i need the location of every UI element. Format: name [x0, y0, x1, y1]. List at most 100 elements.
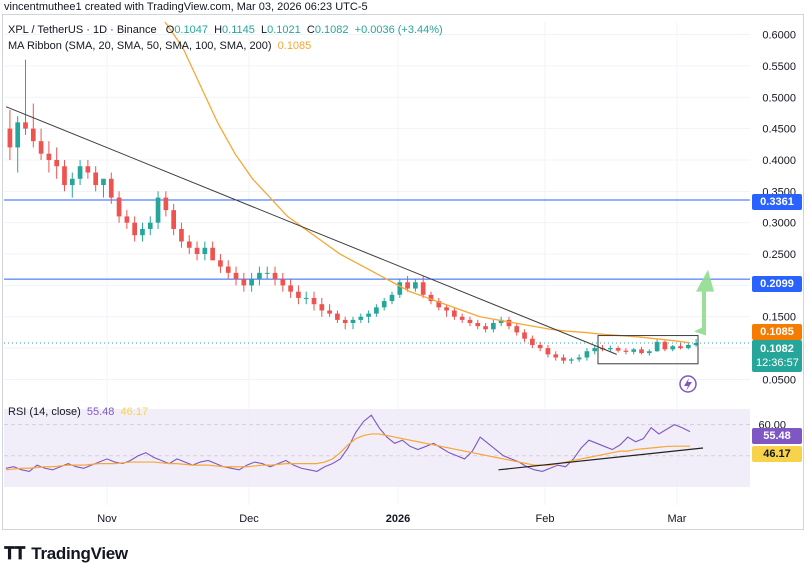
candle-body — [85, 166, 91, 173]
price-tick-label: 0.4000 — [762, 155, 796, 167]
change-value: +0.0036 (+3.44%) — [354, 24, 443, 36]
annotations — [5, 106, 714, 471]
candle-body — [537, 344, 543, 349]
candle-body — [459, 316, 465, 320]
time-tick-label: Dec — [239, 513, 259, 525]
brand-name: TradingView — [31, 544, 128, 563]
candle-body — [654, 341, 660, 352]
countdown-value: 12:36:57 — [756, 357, 799, 369]
candle-body — [623, 350, 629, 352]
time-tick-label: Nov — [97, 513, 117, 525]
candle-body — [280, 279, 286, 286]
candle-body — [186, 241, 192, 248]
candle-body — [303, 297, 309, 299]
candle-body — [436, 301, 442, 308]
price-trendline — [5, 106, 617, 355]
candle-body — [249, 279, 254, 286]
price-tick-label: 0.2500 — [762, 249, 796, 261]
ma-name[interactable]: MA Ribbon (SMA, 20, SMA, 50, SMA, 100, S… — [8, 40, 272, 52]
candle-body — [475, 323, 481, 327]
high-label: H — [214, 24, 223, 36]
candle-body — [147, 222, 153, 229]
chart-credit: vincentmuthee1 created with TradingView.… — [4, 1, 368, 13]
ma-ribbon-line — [164, 21, 691, 344]
level-high-tag: 0.3361 — [752, 194, 802, 210]
candle-body — [444, 307, 449, 311]
candle-body — [467, 319, 473, 324]
candle-body — [405, 282, 410, 289]
candle-body — [420, 282, 426, 295]
price-tick-label: 0.5000 — [762, 92, 796, 104]
low-label: L — [261, 24, 268, 36]
candle-body — [38, 141, 44, 154]
price-tick-label: 0.5500 — [762, 61, 796, 73]
time-tick-label: Feb — [536, 513, 555, 525]
candle-body — [545, 348, 551, 355]
time-tick-label: Mar — [668, 513, 687, 525]
candle-body — [631, 349, 637, 352]
candle-body — [646, 351, 652, 354]
rsi-ma-tag: 46.17 — [752, 446, 802, 462]
candle-body — [374, 307, 379, 314]
candle-body — [483, 326, 488, 330]
close-value: 0.1082 — [314, 24, 349, 36]
open-label: O — [165, 24, 175, 36]
candle-body — [561, 357, 566, 361]
price-tick-label: 0.4500 — [762, 124, 796, 136]
rsi-ma-value: 46.17 — [120, 406, 149, 418]
candle-body — [23, 122, 28, 129]
candle-body — [288, 285, 293, 292]
candle-body — [678, 346, 683, 349]
candle-body — [101, 178, 106, 186]
candle-body — [132, 222, 138, 236]
candle-body — [233, 272, 239, 280]
candle-body — [210, 247, 215, 261]
flash-bolt-icon — [684, 378, 692, 391]
candle-body — [155, 197, 161, 223]
candle-body — [350, 319, 356, 324]
candle-body — [592, 348, 598, 352]
candle-body — [639, 349, 644, 354]
candles — [7, 59, 699, 364]
time-tick-label: 2026 — [386, 513, 410, 525]
candle-body — [202, 247, 208, 255]
last-price-tag: 0.1082 12:36:57 — [752, 340, 802, 372]
candle-body — [69, 178, 75, 186]
candle-body — [116, 197, 122, 217]
candle-body — [225, 266, 231, 273]
rsi-legend: RSI (14, close) 55.48 46.17 — [8, 406, 148, 418]
chart-frame — [2, 14, 804, 530]
footer-brand[interactable]: 𝐓𝐓 TradingView — [4, 544, 128, 564]
candle-body — [389, 294, 395, 302]
candle-body — [568, 359, 574, 361]
high-value: 0.1145 — [222, 24, 255, 36]
price-tick-label: 0.3000 — [762, 218, 796, 230]
tradingview-logo-icon: 𝐓𝐓 — [4, 544, 26, 563]
rsi-name[interactable]: RSI (14, close) — [8, 406, 81, 418]
candle-body — [576, 357, 582, 360]
symbol-label[interactable]: XPL / TetherUS · 1D · Binance — [8, 24, 157, 36]
candle-body — [7, 128, 13, 148]
candle-body — [140, 228, 145, 236]
ma-ribbon — [164, 21, 691, 344]
candle-body — [54, 159, 60, 167]
candle-body — [46, 153, 52, 160]
candle-body — [514, 326, 520, 333]
candle-body — [93, 172, 99, 186]
candle-body — [693, 342, 699, 346]
candle-body — [163, 197, 169, 211]
rsi-lines — [5, 414, 691, 472]
candle-body — [506, 319, 512, 327]
horizontal-levels — [4, 199, 750, 344]
candle-body — [584, 351, 590, 358]
candle-body — [413, 282, 418, 289]
candle-body — [257, 272, 262, 280]
candle-body — [342, 319, 348, 324]
candle-body — [358, 316, 364, 320]
ma-value: 0.1085 — [277, 40, 312, 52]
price-tick-label: 0.6000 — [762, 30, 796, 42]
candle-body — [397, 282, 403, 295]
candle-body — [670, 346, 676, 350]
candle-body — [218, 260, 223, 267]
